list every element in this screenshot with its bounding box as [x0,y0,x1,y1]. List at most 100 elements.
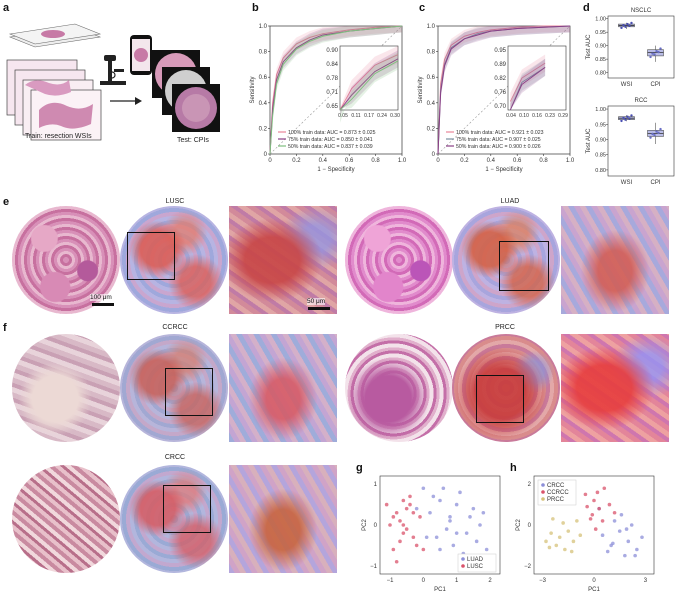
inset-line-2 [339,60,399,111]
legend-label-2: PRCC [547,497,565,503]
x-axis-label: 1 − Specificity [485,167,522,173]
panel-label-a: a [3,2,10,14]
x-tick-label: 1.0 [398,158,407,164]
ccrcc-zoom-image [229,334,337,442]
inset-y-tick-label: 0.76 [494,90,506,96]
scale-label-50: 50 μm [307,298,326,305]
scatter-point-PRCC [563,547,567,552]
scatter-point-LUAD [414,506,419,511]
scatter-point-CRCC [635,547,639,552]
x-tick-label: 0 [592,578,596,584]
inset-x-tick-label: 0.10 [519,113,529,119]
scatter-point-CRCC [619,512,624,517]
data-point-CPI [659,47,662,50]
scatter-point-CRCC [640,535,644,540]
roc-line-0 [269,25,403,155]
scatter-point-CCRCC [612,510,617,515]
prcc-zoom-image [561,334,669,442]
scatter-point-LUAD [464,531,469,535]
y-axis-label: PC2 [362,519,368,531]
x-tick-label: 1 [455,578,459,584]
x-axis-label: 1 − Specificity [317,167,354,173]
y-tick-label: 0.8 [427,50,436,56]
data-point-CPI [655,130,658,133]
y-tick-label: 0.2 [427,126,436,132]
scatter-point-LUSC [404,506,409,511]
data-point-WSI [620,119,623,123]
inset-y-tick-label: 0.84 [326,62,338,68]
scatter-point-CCRCC [595,490,600,495]
y-tick-label: 0.85 [595,57,606,63]
ccrcc-title: CCRCC [162,324,188,331]
y-tick-label: 1.0 [259,24,268,30]
crcc-title: CRCC [164,454,186,461]
scatter-point-LUAD [448,515,452,519]
x-tick-label: −3 [539,578,547,584]
y-tick-label: 0.90 [595,44,606,50]
legend-marker-0 [461,557,465,561]
legend-label-1: 75% train data: AUC = 0.850 ± 0.041 [288,137,373,143]
x-tick-label: CPI [651,82,661,88]
scatter-point-LUAD [441,486,446,491]
scatter-point-LUSC [408,494,412,499]
inset-x-tick-label: 0.05 [338,113,348,119]
y-axis-label: Sensitivity [250,76,256,103]
x-tick-label: WSI [621,180,633,186]
data-point-WSI [622,116,625,120]
panel-label-d: d [583,2,590,14]
y-axis-label: Sensitivity [418,76,424,103]
crcc-he-image [12,465,120,573]
plot-frame [533,475,655,575]
x-tick-label: −1 [387,578,395,584]
box-frame [607,15,675,79]
y-axis-label: Test AUC [586,34,592,60]
inset-line-2 [509,66,546,111]
scatter-point-LUAD [431,494,436,499]
x-axis-label: PC1 [434,587,446,593]
y-tick-label: −1 [370,564,378,570]
luad-title: LUAD [500,198,520,205]
scatter-point-LUAD [438,498,442,503]
scatter-point-LUAD [471,506,476,511]
x-tick-label: WSI [621,82,633,88]
train-label: Train: resection WSIs [25,133,92,140]
prcc-title: PRCC [495,324,515,331]
scatter-point-LUSC [421,547,426,552]
y-tick-label: 0 [528,523,532,529]
scatter-point-CRCC [623,553,627,558]
panel-label-c: c [419,2,426,14]
luad-zoom-box [499,241,549,291]
legend-label-0: 100% train data: AUC = 0.873 ± 0.025 [288,130,376,136]
roc-line-2 [269,25,403,155]
crcc-zoom-box [163,485,211,533]
scatter-point-CRCC [624,527,629,531]
inset-y-tick-label: 0.90 [326,48,338,54]
legend-label-0: 100% train data: AUC = 0.921 ± 0.023 [456,130,544,136]
scatter-point-PRCC [571,539,576,544]
inset-y-tick-label: 0.78 [326,76,338,82]
scatter-point-LUSC [414,543,419,548]
inset-band-2 [510,58,546,110]
scatter-point-LUSC [391,547,396,552]
legend-label-2: 50% train data: AUC = 0.900 ± 0.026 [456,144,541,150]
roc-chart-nsclc: 0 0.2 0.4 0.6 0.8 1.0 0 0.2 0.4 0.6 0.8 1.0 1 − Spec… [250,24,407,173]
scatter-point-LUSC [411,535,416,540]
scatter-point-LUAD [474,539,479,544]
legend-label-1: CCRCC [547,490,569,496]
scatter-point-LUSC [418,515,422,519]
inset-x-tick-label: 0.17 [364,113,374,119]
scatter-point-CRCC [633,553,637,558]
y-tick-label: 1.00 [595,107,606,113]
scatter-point-LUSC [401,531,406,535]
inset-y-tick-label: 0.70 [494,104,506,110]
inset-frame [507,45,567,111]
scatter-point-PRCC [569,549,574,554]
panel-label-g: g [356,462,363,474]
luad-he-image [345,206,453,314]
scatter-point-LUAD [481,510,486,515]
panel-label-b: b [252,2,259,14]
scatter-point-CRCC [626,539,631,544]
scatter-point-LUSC [398,539,402,544]
inset-x-tick-label: 0.23 [545,113,555,119]
legend-marker-0 [541,483,545,487]
